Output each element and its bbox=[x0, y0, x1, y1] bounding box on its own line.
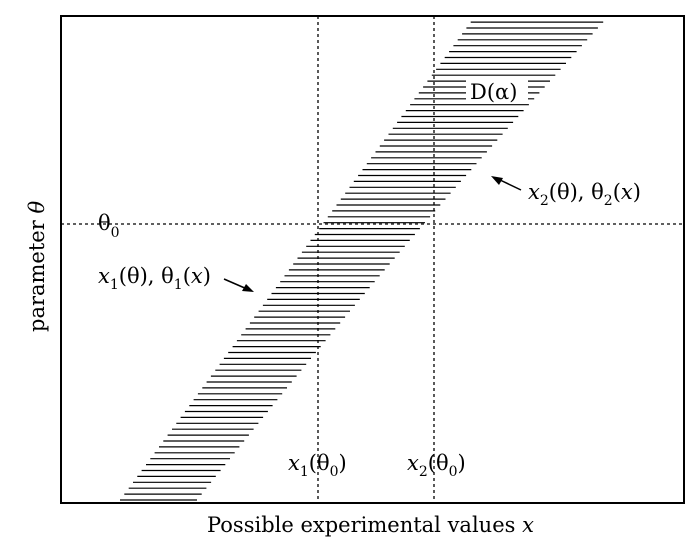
x1-theta0-label: x1(θ0) bbox=[288, 451, 347, 480]
right-boundary-arrow bbox=[491, 176, 522, 191]
region-label-background bbox=[466, 78, 528, 104]
plot-frame bbox=[60, 15, 685, 504]
region-label: D(α) bbox=[470, 80, 517, 104]
right-boundary-label: x2(θ), θ2(x) bbox=[528, 180, 641, 209]
confidence-belt-hatching bbox=[120, 21, 604, 501]
x-axis-label: Possible experimental values x bbox=[207, 513, 534, 537]
x2-theta0-label: x2(θ0) bbox=[407, 451, 466, 480]
left-boundary-label: x1(θ), θ1(x) bbox=[98, 264, 211, 293]
left-boundary-arrow bbox=[223, 278, 254, 292]
theta0-label: θ0 bbox=[98, 211, 120, 241]
y-axis-label: parameter θ bbox=[25, 201, 49, 332]
